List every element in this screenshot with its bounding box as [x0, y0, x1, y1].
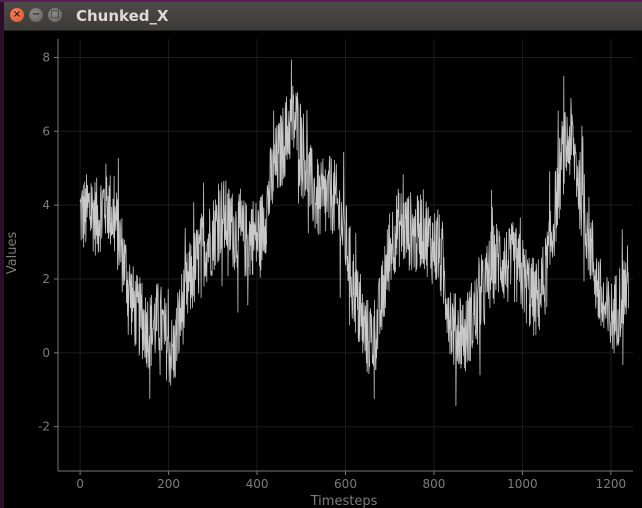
x-axis-label: Timesteps	[310, 494, 378, 508]
x-tick-label: 1000	[507, 477, 538, 491]
y-tick-label: 8	[42, 50, 50, 64]
axes	[54, 39, 633, 475]
y-axis-label: Values	[5, 232, 20, 275]
x-tick-label: 400	[246, 477, 269, 491]
series-group	[79, 59, 629, 407]
plot-window: × − □ Chunked_X 0 200 400 600 800 1000 1200 -2 0…	[4, 2, 642, 508]
maximize-icon[interactable]: □	[48, 8, 62, 22]
y-tick-label: -2	[38, 420, 50, 434]
desktop-edge	[0, 0, 4, 508]
plot-area: 0 200 400 600 800 1000 1200 -2 0 2 4 6 8 Timesteps V…	[4, 31, 642, 508]
series-line	[79, 59, 629, 407]
x-tick-label: 800	[423, 477, 446, 491]
x-tick-label: 0	[76, 477, 84, 491]
window-title: Chunked_X	[76, 7, 169, 25]
tick-labels: 0 200 400 600 800 1000 1200 -2 0 2 4 6 8	[38, 50, 626, 491]
y-tick-label: 4	[42, 198, 50, 212]
minimize-icon[interactable]: −	[29, 8, 43, 22]
y-tick-label: 2	[42, 272, 50, 286]
line-chart: 0 200 400 600 800 1000 1200 -2 0 2 4 6 8 Timesteps V…	[5, 39, 633, 508]
y-tick-label: 0	[42, 346, 50, 360]
title-bar[interactable]: × − □ Chunked_X	[4, 2, 642, 31]
close-icon[interactable]: ×	[10, 8, 24, 22]
desktop-top-edge	[0, 0, 642, 2]
x-tick-label: 200	[157, 477, 180, 491]
y-tick-label: 6	[42, 124, 50, 138]
x-tick-label: 600	[334, 477, 357, 491]
x-tick-label: 1200	[596, 477, 627, 491]
